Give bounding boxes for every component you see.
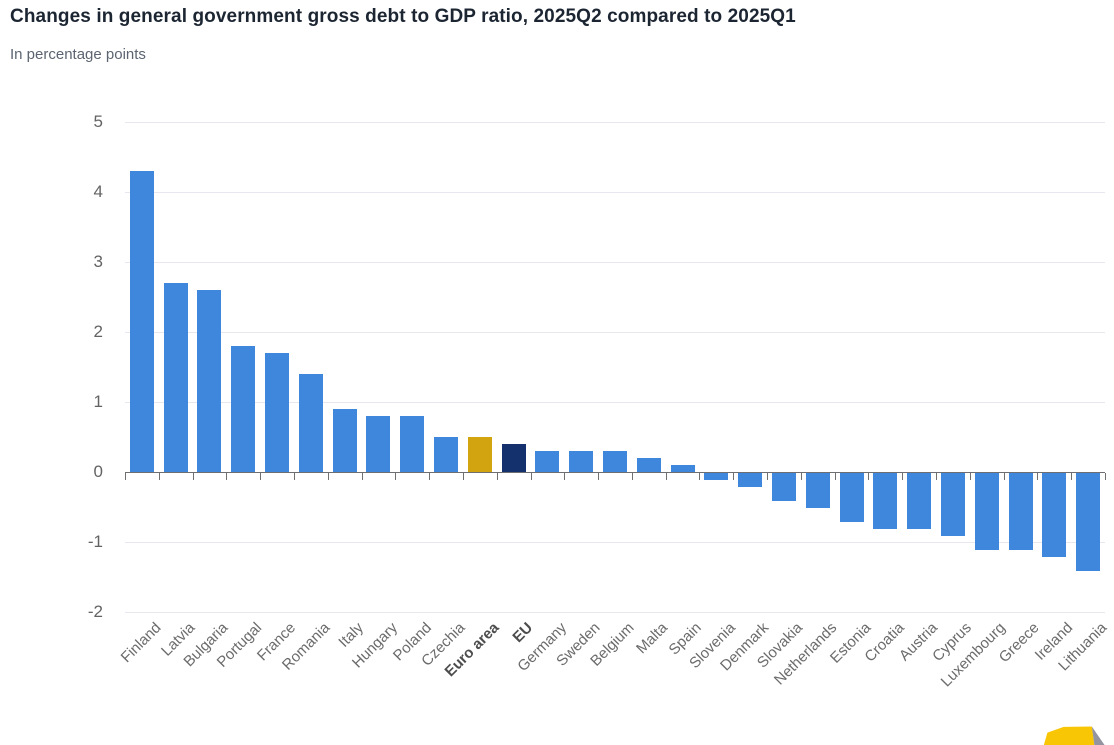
gridline-1 (125, 402, 1105, 403)
x-axis-tick (462, 473, 464, 480)
x-axis-tick (260, 473, 262, 480)
x-axis-tick (699, 473, 701, 480)
bar-eu[interactable] (501, 444, 526, 472)
x-axis-tick (564, 473, 566, 480)
gridline--1 (125, 542, 1105, 543)
x-axis-tick (767, 473, 769, 480)
bar-slovakia[interactable] (771, 473, 796, 501)
x-axis-tick (969, 473, 971, 480)
x-axis-tick (530, 473, 532, 480)
x-axis-tick (125, 473, 126, 480)
bar-bulgaria[interactable] (197, 290, 222, 472)
y-axis-tick-label: 0 (93, 462, 103, 481)
x-axis-tick (1003, 473, 1005, 480)
x-axis-tick (429, 473, 431, 480)
bar-malta[interactable] (636, 458, 661, 472)
logo-yellow-shape (1042, 726, 1095, 745)
bar-germany[interactable] (535, 451, 560, 472)
bar-slovenia[interactable] (704, 473, 729, 480)
bar-netherlands[interactable] (805, 473, 830, 508)
x-axis-tick (192, 473, 194, 480)
x-axis-tick (293, 473, 295, 480)
x-axis-tick (834, 473, 836, 480)
x-axis-tick (361, 473, 363, 480)
bar-greece[interactable] (1008, 473, 1033, 550)
x-axis-tick (496, 473, 498, 480)
bar-finland[interactable] (129, 171, 154, 472)
x-axis-tick (158, 473, 160, 480)
gridline-5 (125, 122, 1105, 123)
gridline-2 (125, 332, 1105, 333)
gridline-4 (125, 192, 1105, 193)
gridline-3 (125, 262, 1105, 263)
bar-belgium[interactable] (603, 451, 627, 472)
bar-italy[interactable] (332, 409, 357, 472)
bar-austria[interactable] (907, 473, 932, 529)
y-axis-tick-label: -1 (87, 532, 103, 551)
y-axis-tick-label: -2 (87, 602, 103, 621)
x-axis-tick (1071, 473, 1073, 480)
x-axis-tick (1105, 473, 1106, 480)
bar-croatia[interactable] (873, 473, 898, 529)
x-axis-category-label-finland: Finland (117, 619, 165, 667)
x-axis-category-label-malta: Malta (633, 619, 672, 658)
x-axis-tick (395, 473, 397, 480)
x-axis-tick (936, 473, 938, 480)
bar-ireland[interactable] (1042, 473, 1067, 557)
y-axis-tick-label: 1 (93, 392, 103, 411)
y-axis-tick-label: 5 (93, 112, 103, 131)
x-axis-tick (800, 473, 802, 480)
bar-spain[interactable] (670, 465, 695, 472)
bar-france[interactable] (265, 353, 290, 472)
bar-portugal[interactable] (231, 346, 256, 472)
bar-czechia[interactable] (434, 437, 459, 472)
bar-lithuania[interactable] (1076, 473, 1101, 571)
x-axis-tick (733, 473, 735, 480)
bar-latvia[interactable] (163, 283, 188, 472)
y-axis-tick-label: 2 (93, 322, 103, 341)
x-axis-tick (598, 473, 600, 480)
x-axis-tick (226, 473, 228, 480)
x-axis-tick (327, 473, 329, 480)
x-axis-tick (902, 473, 904, 480)
x-axis-tick (631, 473, 633, 480)
eurostat-logo-fragment (1040, 726, 1114, 745)
chart-subtitle: In percentage points (10, 46, 146, 63)
x-axis-tick (1037, 473, 1039, 480)
bar-cyprus[interactable] (940, 473, 965, 536)
bar-hungary[interactable] (366, 416, 391, 472)
bar-euro-area[interactable] (467, 437, 492, 472)
bar-estonia[interactable] (839, 473, 864, 522)
bar-sweden[interactable] (569, 451, 594, 472)
bar-romania[interactable] (298, 374, 323, 472)
bar-denmark[interactable] (738, 473, 763, 487)
y-axis-tick-label: 4 (93, 182, 103, 201)
chart-title: Changes in general government gross debt… (10, 6, 796, 27)
bar-poland[interactable] (400, 416, 425, 472)
y-axis-tick-label: 3 (93, 252, 103, 271)
bar-luxembourg[interactable] (974, 473, 999, 550)
x-axis-category-label-eu: EU (509, 619, 536, 647)
x-axis-tick (868, 473, 870, 480)
zero-axis-line (125, 472, 1105, 473)
x-axis-tick (665, 473, 667, 480)
gridline--2 (125, 612, 1105, 613)
